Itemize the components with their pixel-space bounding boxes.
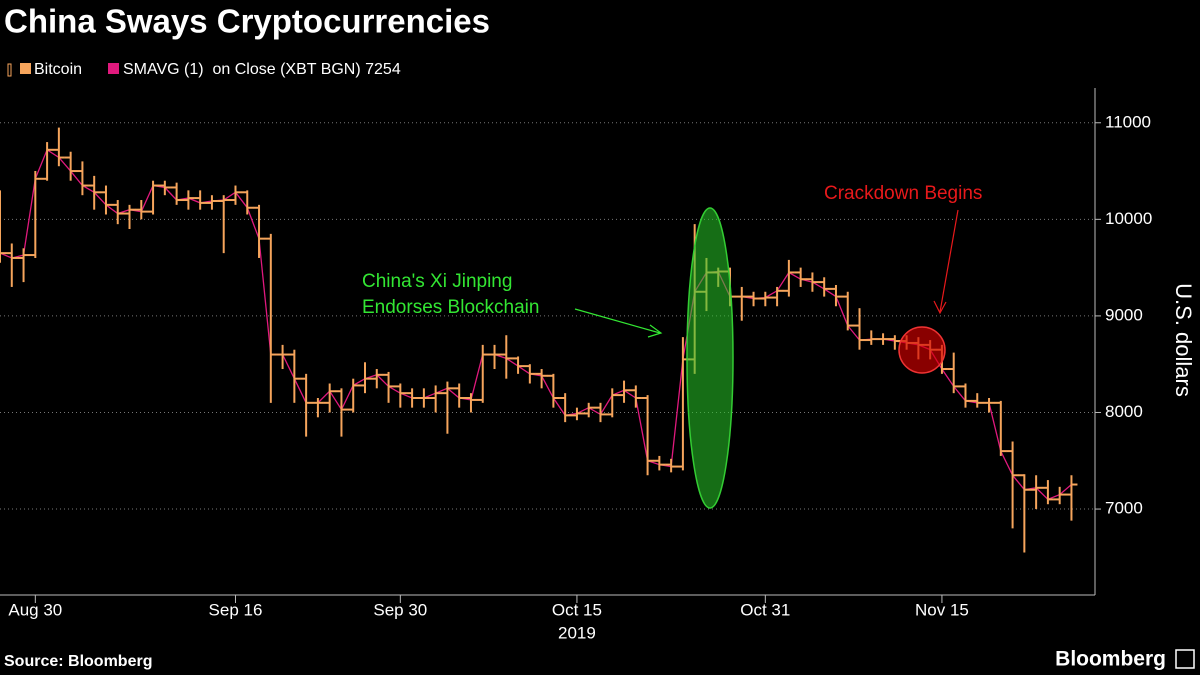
x-tick-label: Oct 31	[740, 600, 790, 619]
y-tick-label: 11000	[1105, 112, 1151, 131]
highlight-ellipse	[686, 207, 734, 509]
annotation: China's Xi Jinping	[362, 271, 512, 292]
annotation-arrow	[574, 308, 661, 334]
brand: Bloomberg	[1055, 648, 1166, 671]
y-axis-title: U.S. dollars	[1171, 283, 1196, 397]
x-tick-label: Sep 16	[209, 600, 263, 619]
chart-title: China Sways Cryptocurrencies	[4, 3, 490, 40]
legend-label: SMAVG (1) on Close (XBT BGN) 7254	[123, 61, 401, 78]
legend-label: Bitcoin	[34, 61, 82, 78]
highlight-circle	[898, 326, 946, 374]
annotation: Crackdown Begins	[824, 183, 982, 204]
x-tick-label: Nov 15	[915, 600, 969, 619]
legend-swatch	[108, 63, 119, 74]
source: Source: Bloomberg	[4, 653, 152, 670]
annotation-arrow	[939, 209, 959, 313]
legend-glyph	[7, 63, 12, 77]
y-tick-label: 8000	[1105, 402, 1143, 421]
x-tick-label: Aug 30	[8, 600, 62, 619]
x-tick-label: Oct 15	[552, 600, 602, 619]
y-tick-label: 9000	[1105, 305, 1143, 324]
arrow-head	[647, 324, 663, 338]
legend-swatch	[20, 63, 31, 74]
y-tick-label: 10000	[1105, 209, 1152, 228]
x-tick-label: Sep 30	[373, 600, 427, 619]
brand-logo	[1175, 649, 1195, 669]
arrow-head	[933, 300, 947, 315]
y-tick-label: 7000	[1105, 499, 1143, 518]
annotation: Endorses Blockchain	[362, 297, 539, 318]
x-year-label: 2019	[558, 623, 596, 642]
plot-area: 7000 8000 9000 10000 11000 Aug 30 Sep 16 Sep 30…	[0, 88, 1152, 642]
